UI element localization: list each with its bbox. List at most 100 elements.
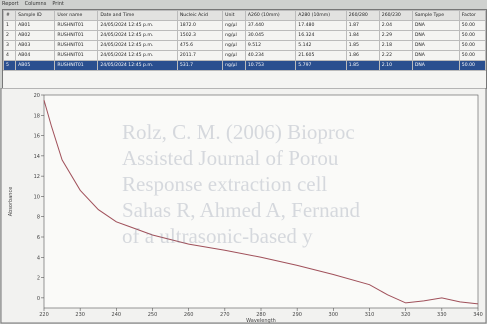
table-cell: 1.85 [346,41,379,51]
column-header: User name [55,11,98,21]
table-cell: 1 [4,21,16,31]
column-header: A260 (10mm) [245,11,295,21]
x-tick-label: 340 [473,312,483,318]
x-tick-label: 310 [365,312,375,318]
screen: ReportColumnsPrint #Sample IDUser nameDa… [0,0,487,324]
table-cell: 1.85 [346,61,379,71]
table-cell: 24/05/2024 12:45 p.m. [98,41,177,51]
overlay-text: Assisted Journal of Porou [122,146,338,171]
table-cell: 50.00 [459,31,485,41]
table-cell: ng/µl [223,61,246,71]
table-cell: 24/05/2024 12:45 p.m. [98,51,177,61]
table-cell: 16.324 [296,31,346,41]
table-cell: DNA [412,61,459,71]
table-cell: ng/µl [223,21,246,31]
table-cell: 50.00 [459,61,485,71]
tab[interactable]: Report [2,1,19,9]
table-cell: 24/05/2024 12:45 p.m. [98,21,177,31]
table-cell: 17.480 [296,21,346,31]
overlay-text: Rolz, C. M. (2006) Bioproc [122,120,355,145]
y-axis-label: Absorbance [8,187,14,217]
table-cell: DNA [412,21,459,31]
table-cell: RUSHNIT01 [55,41,98,51]
x-axis-label: Wavelength [246,318,276,324]
x-tick-label: 300 [329,312,339,318]
y-tick-label: 10 [34,194,40,200]
table-cell: 3 [4,41,16,51]
table-cell: 4 [4,51,16,61]
column-header: # [4,11,16,21]
column-header: Unit [223,11,246,21]
table-cell: AB03 [16,41,55,51]
table-cell: 2.10 [379,61,412,71]
tab[interactable]: Columns [25,1,47,9]
table-cell: DNA [412,31,459,41]
table-cell: RUSHNIT01 [55,51,98,61]
column-header: Sample Type [412,11,459,21]
table-cell: 50.00 [459,51,485,61]
column-header: A280 (10mm) [296,11,346,21]
tab-bar: Report Columns Print [2,1,64,9]
column-header: Factor [459,11,485,21]
table-cell: 475.6 [177,41,222,51]
table-cell: 2.04 [379,21,412,31]
x-tick-label: 240 [112,312,122,318]
table-cell: DNA [412,51,459,61]
x-tick-label: 230 [75,312,85,318]
column-header: Nucleic Acid [177,11,222,21]
table-cell: AB04 [16,51,55,61]
table-cell: 2011.7 [177,51,222,61]
y-tick-label: 2 [37,276,40,282]
table-cell: 50.00 [459,21,485,31]
table-cell: ng/µl [223,31,246,41]
table-cell: 9.512 [245,41,295,51]
column-header: Date and Time [98,11,177,21]
table-cell: AB05 [16,61,55,71]
table-cell: 2.22 [379,51,412,61]
column-header: 260/280 [346,11,379,21]
table-cell: 1.86 [346,51,379,61]
table-cell: 24/05/2024 12:45 p.m. [98,31,177,41]
table-cell: 21.605 [296,51,346,61]
x-tick-label: 290 [292,312,302,318]
y-tick-label: 4 [37,255,40,261]
table-cell: RUSHNIT01 [55,61,98,71]
y-tick-label: 20 [34,93,40,99]
table-cell: RUSHNIT01 [55,21,98,31]
table-cell: AB02 [16,31,55,41]
x-tick-label: 220 [39,312,49,318]
overlay-text: Sahas R, Ahmed A, Fernand [122,198,360,223]
table-cell: 531.7 [177,61,222,71]
y-tick-label: 6 [37,235,40,241]
y-tick-label: 0 [37,296,40,302]
table-cell: 5.797 [296,61,346,71]
table-cell: 1.84 [346,31,379,41]
x-tick-label: 320 [401,312,411,318]
overlay-text: of a ultrasonic-based y [122,224,313,249]
table-cell: 50.00 [459,41,485,51]
table-cell: 2.29 [379,31,412,41]
x-tick-label: 250 [148,312,158,318]
table-cell: 40.234 [245,51,295,61]
table-cell: AB01 [16,21,55,31]
table-cell: 30.045 [245,31,295,41]
table-cell: 1872.0 [177,21,222,31]
tab[interactable]: Print [52,1,64,9]
table-cell: 5.142 [296,41,346,51]
y-tick-label: 8 [37,215,40,221]
table-cell: 24/05/2024 12:45 p.m. [98,61,177,71]
table-cell: ng/µl [223,51,246,61]
table-cell: RUSHNIT01 [55,31,98,41]
table-cell: 2 [4,31,16,41]
table-cell: ng/µl [223,41,246,51]
table-cell: 5 [4,61,16,71]
y-tick-label: 14 [34,154,40,160]
table-cell: DNA [412,41,459,51]
table-cell: 2.18 [379,41,412,51]
table-cell: 1502.3 [177,31,222,41]
